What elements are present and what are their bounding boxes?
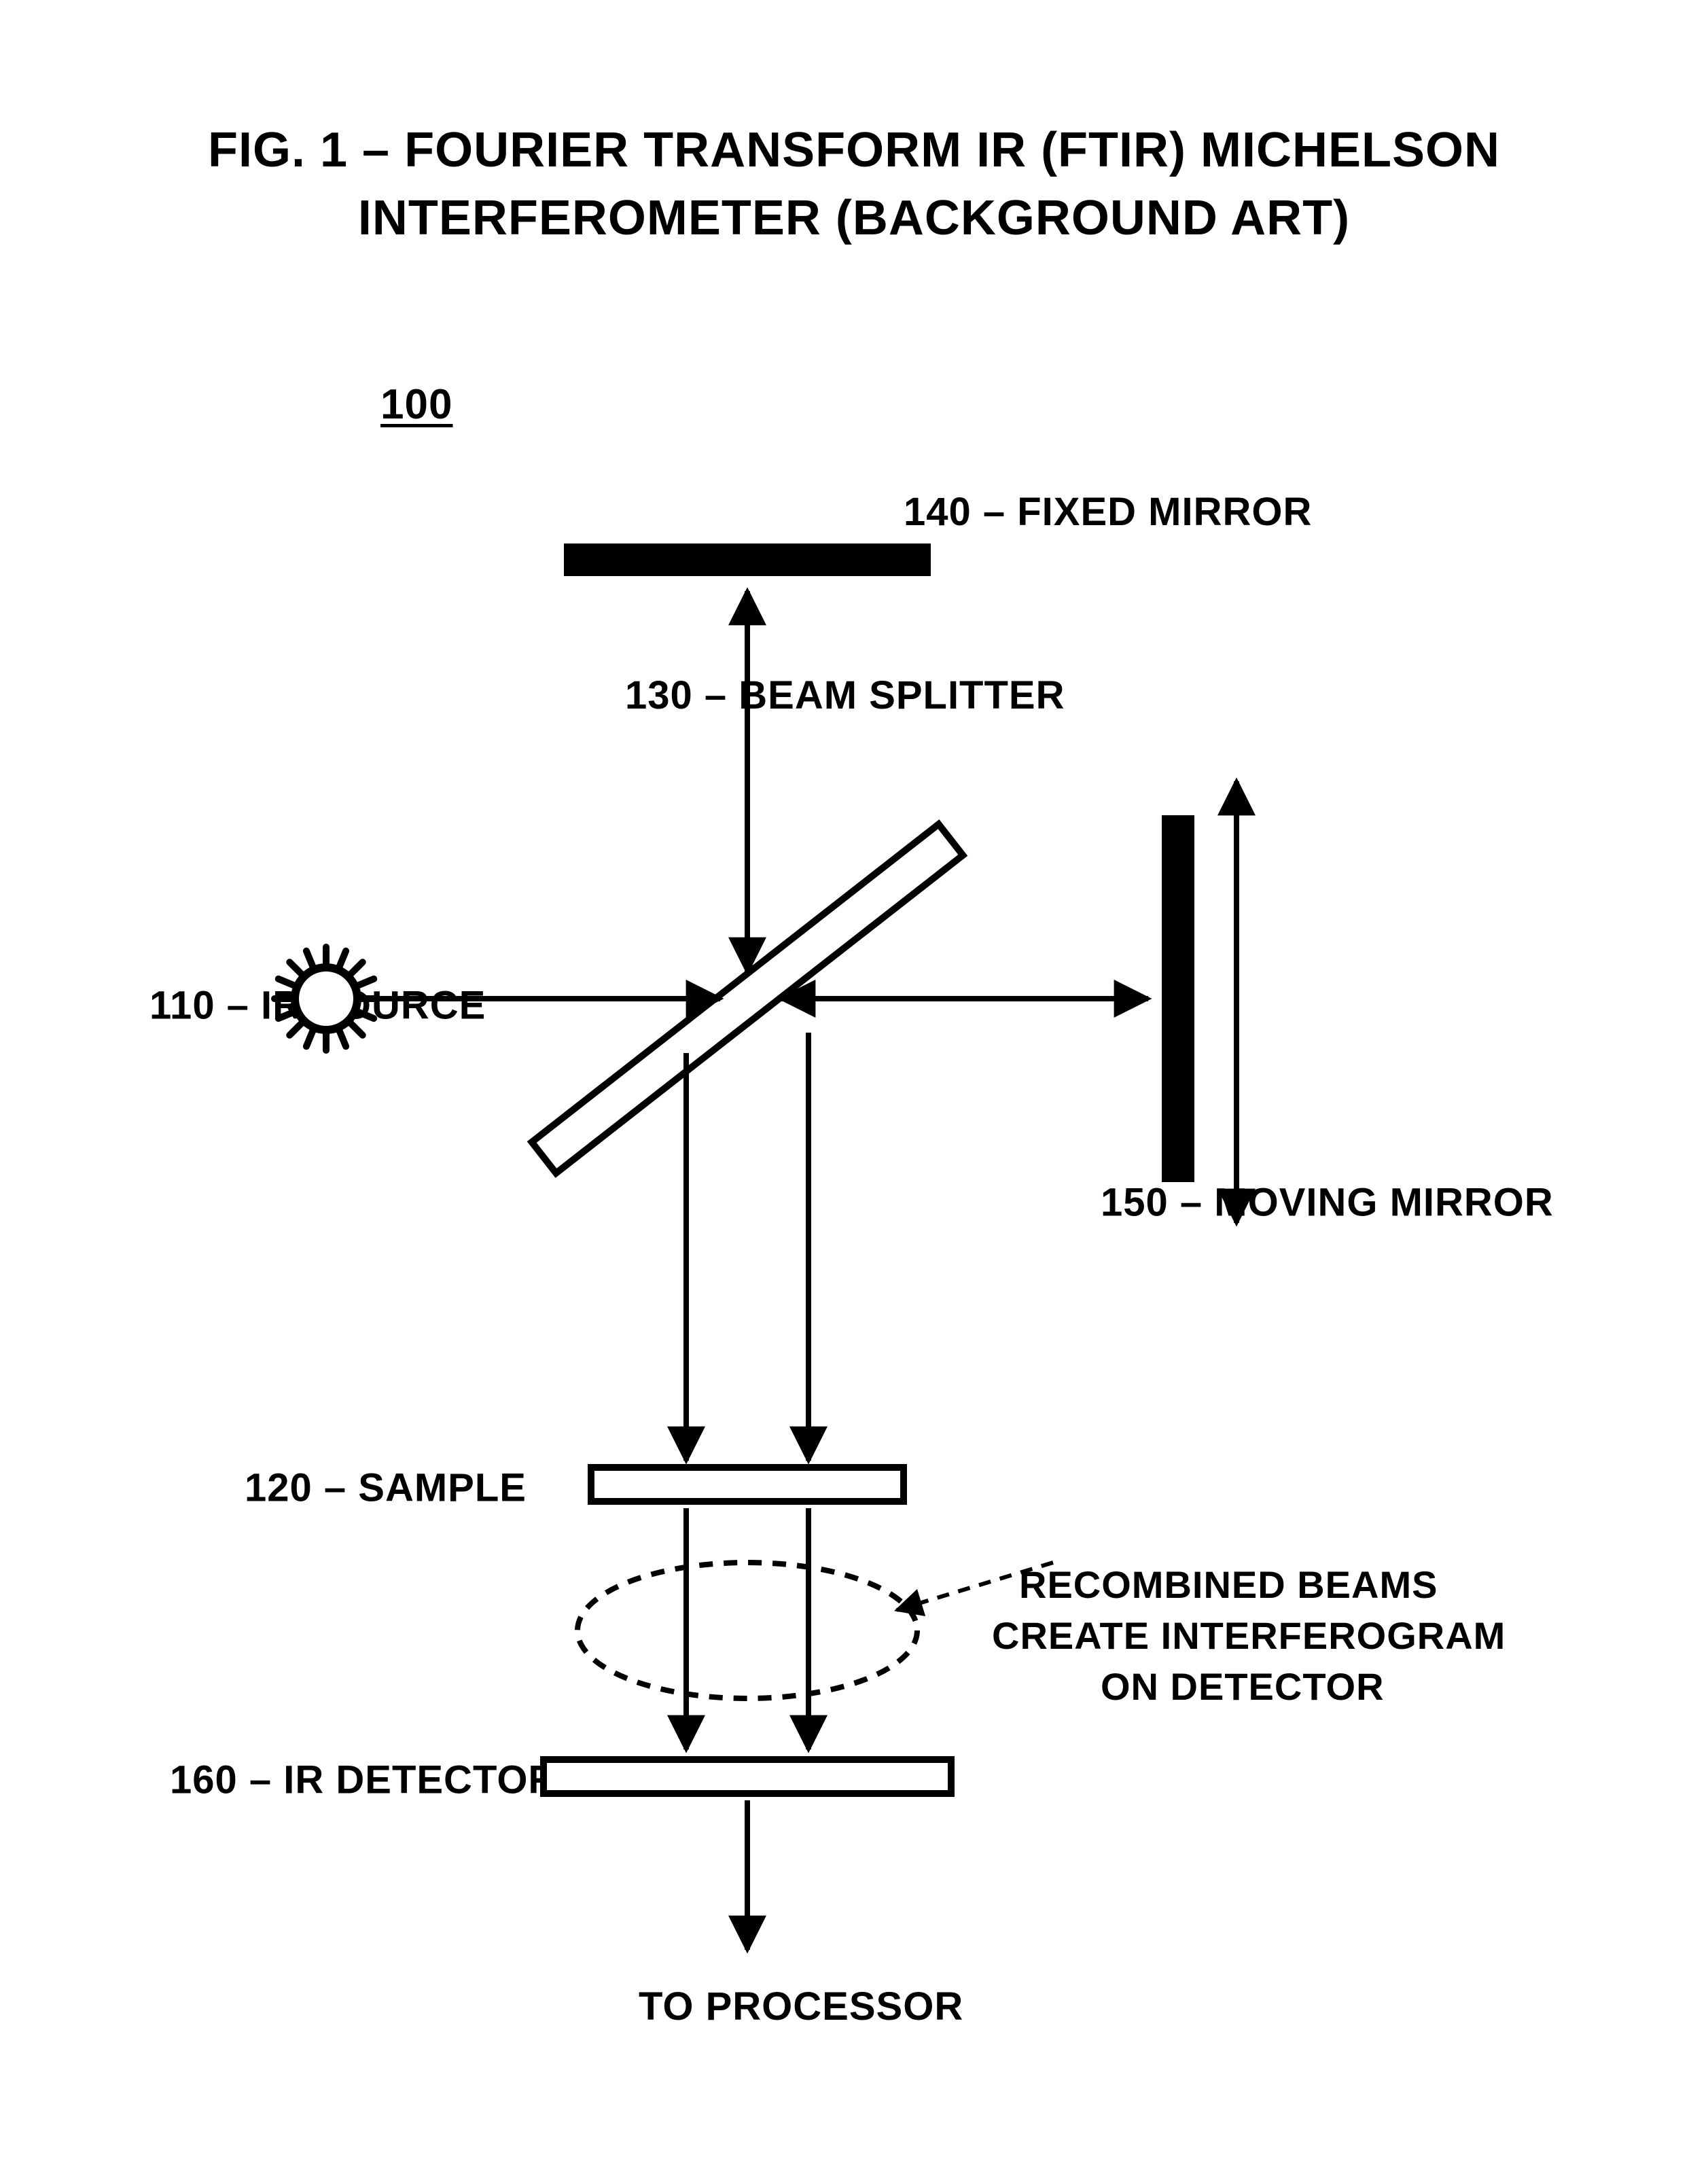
figure-page: FIG. 1 – FOURIER TRANSFORM IR (FTIR) MIC… bbox=[0, 0, 1708, 2176]
ir-detector bbox=[544, 1760, 951, 1794]
sample bbox=[591, 1467, 904, 1501]
interferogram-region bbox=[577, 1563, 917, 1698]
schematic-svg bbox=[0, 0, 1708, 2176]
annotation-leader bbox=[897, 1563, 1053, 1610]
moving-mirror bbox=[1162, 815, 1194, 1182]
fixed-mirror bbox=[564, 543, 931, 576]
